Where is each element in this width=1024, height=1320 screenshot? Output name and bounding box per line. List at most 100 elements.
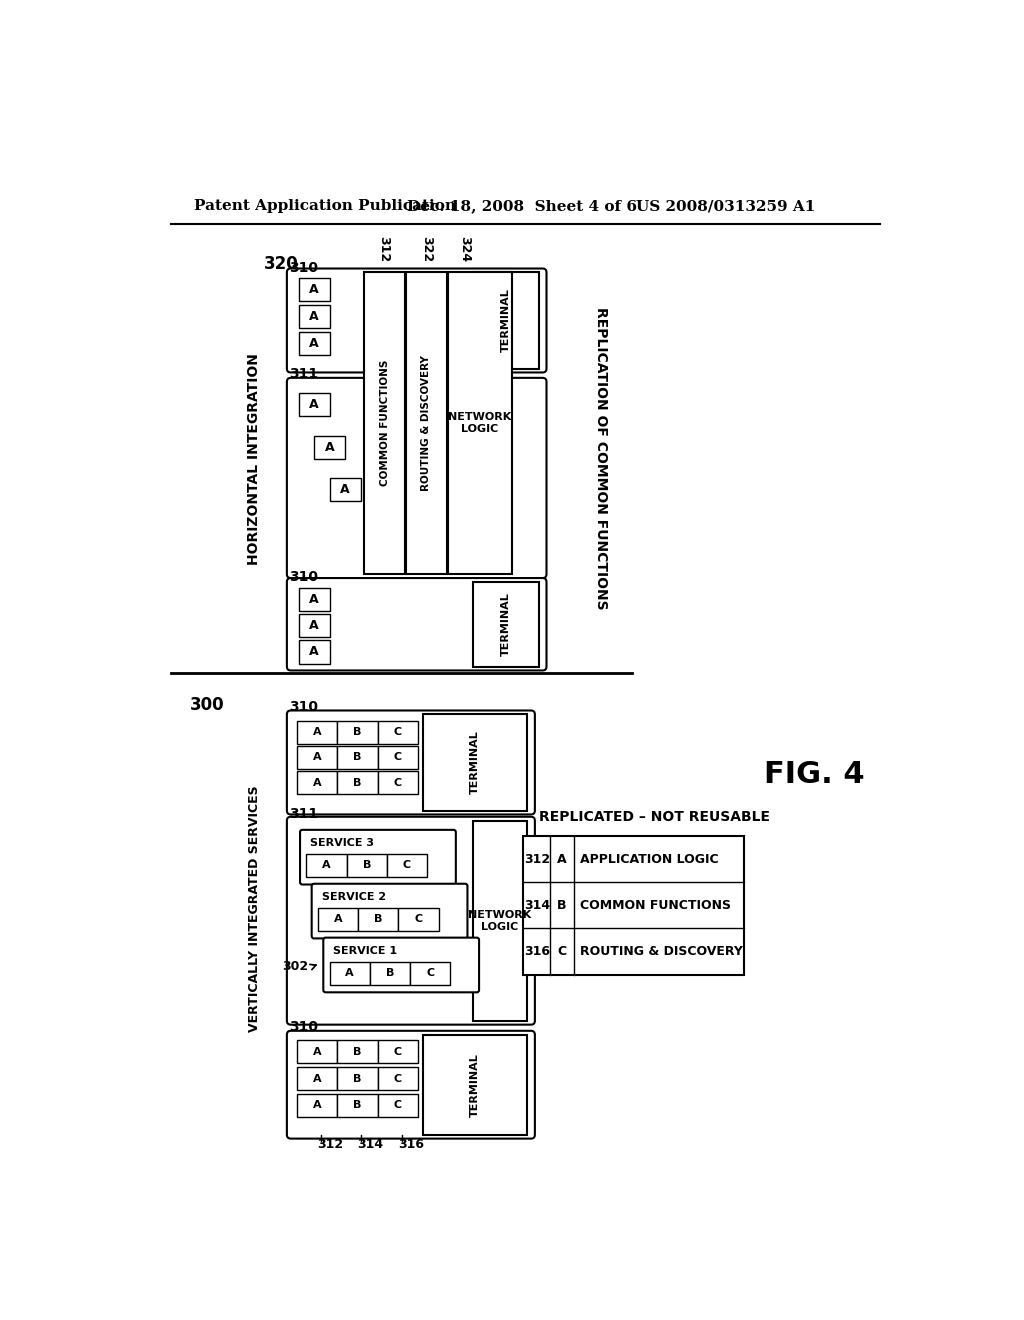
Text: B: B [353,1073,361,1084]
Text: VERTICALLY INTEGRATED SERVICES: VERTICALLY INTEGRATED SERVICES [248,785,261,1032]
Text: A: A [309,399,318,412]
Bar [299,331,330,355]
Bar [423,1035,527,1135]
Text: C: C [557,945,566,958]
Bar [337,721,378,743]
Bar [473,582,539,667]
Text: SERVICE 1: SERVICE 1 [334,945,397,956]
FancyBboxPatch shape [324,937,479,993]
Bar [337,1067,378,1090]
Bar [330,478,360,502]
Text: B: B [353,1101,361,1110]
Bar [299,589,330,611]
Text: A: A [312,752,322,763]
Text: REPLICATION OF COMMON FUNCTIONS: REPLICATION OF COMMON FUNCTIONS [594,308,608,610]
Text: C: C [393,1073,401,1084]
Text: 310: 310 [289,261,318,275]
Text: TERMINAL: TERMINAL [501,593,510,656]
FancyBboxPatch shape [311,884,467,939]
Bar [473,272,539,368]
Text: A: A [309,645,318,659]
Text: 311: 311 [289,808,318,821]
Bar [317,908,358,931]
Bar [297,1040,337,1063]
Text: C: C [415,915,423,924]
Bar [387,854,427,876]
Bar [297,746,337,770]
Text: 322: 322 [420,236,433,263]
FancyBboxPatch shape [287,817,535,1024]
Bar [378,1067,418,1090]
Text: C: C [393,752,401,763]
Text: SERVICE 3: SERVICE 3 [310,838,374,847]
Bar [306,854,346,876]
Text: A: A [345,968,354,978]
Text: C: C [393,1047,401,1056]
Bar [449,272,512,574]
Bar [337,1040,378,1063]
Text: TERMINAL: TERMINAL [469,730,479,793]
Bar [358,908,398,931]
Bar [378,721,418,743]
Bar [297,1067,337,1090]
Text: C: C [402,861,411,870]
Bar [370,961,410,985]
Text: NETWORK
LOGIC: NETWORK LOGIC [468,909,531,932]
Text: B: B [557,899,566,912]
Text: 316: 316 [524,945,550,958]
Bar [337,771,378,795]
Text: 302: 302 [283,961,308,973]
Bar [423,714,527,810]
Text: TERMINAL: TERMINAL [469,1053,479,1117]
Bar [297,1094,337,1117]
Bar [407,272,446,574]
Text: C: C [393,777,401,788]
Text: B: B [386,968,394,978]
Text: 300: 300 [190,696,224,714]
FancyBboxPatch shape [300,830,456,884]
Text: COMMON FUNCTIONS: COMMON FUNCTIONS [580,899,731,912]
Bar [297,771,337,795]
Text: Dec. 18, 2008  Sheet 4 of 6: Dec. 18, 2008 Sheet 4 of 6 [407,199,637,213]
Bar [297,721,337,743]
Text: 314: 314 [523,899,550,912]
Text: B: B [353,752,361,763]
Bar [473,821,527,1020]
Text: A: A [309,282,318,296]
Text: C: C [393,1101,401,1110]
Text: 310: 310 [289,700,318,714]
Bar [299,393,330,416]
FancyBboxPatch shape [287,268,547,372]
Bar [299,305,330,327]
Text: NETWORK
LOGIC: NETWORK LOGIC [449,412,511,434]
Text: 310: 310 [289,1020,318,1034]
Text: A: A [312,1073,322,1084]
Bar [299,614,330,638]
Text: 312: 312 [523,853,550,866]
Text: B: B [374,915,383,924]
Text: B: B [353,727,361,737]
Text: 311: 311 [289,367,318,381]
Bar [299,277,330,301]
Text: REPLICATED – NOT REUSABLE: REPLICATED – NOT REUSABLE [539,809,770,824]
Text: 312: 312 [377,236,390,263]
FancyBboxPatch shape [287,378,547,578]
Text: B: B [362,861,371,870]
Bar [378,1094,418,1117]
Bar [523,836,744,974]
Text: 316: 316 [397,1138,424,1151]
Text: 310: 310 [289,569,318,583]
Text: A: A [309,593,318,606]
FancyBboxPatch shape [287,578,547,671]
Text: 324: 324 [459,236,472,263]
Text: 314: 314 [357,1138,384,1151]
Text: A: A [309,337,318,350]
FancyBboxPatch shape [287,710,535,814]
Text: C: C [426,968,434,978]
Bar [410,961,451,985]
Text: SERVICE 2: SERVICE 2 [322,892,386,902]
Text: A: A [312,727,322,737]
Text: HORIZONTAL INTEGRATION: HORIZONTAL INTEGRATION [248,352,261,565]
Bar [378,746,418,770]
Bar [314,436,345,459]
